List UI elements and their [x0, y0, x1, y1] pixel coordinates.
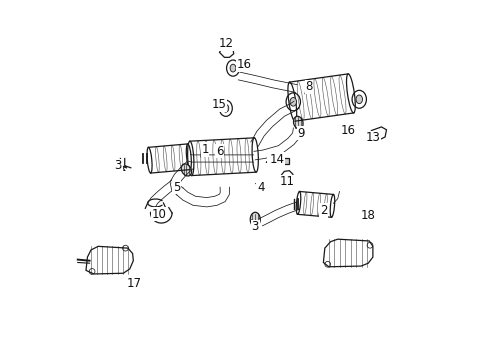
- Text: 5: 5: [172, 181, 180, 194]
- Bar: [279, 158, 288, 163]
- Text: 16: 16: [340, 124, 355, 137]
- Text: 13: 13: [365, 131, 380, 144]
- Ellipse shape: [230, 64, 235, 72]
- Ellipse shape: [355, 95, 362, 104]
- Text: 1: 1: [201, 143, 208, 157]
- Text: 7: 7: [265, 154, 275, 167]
- Text: 11: 11: [279, 175, 294, 188]
- Text: 12: 12: [218, 37, 233, 50]
- Text: 15: 15: [211, 98, 226, 111]
- Text: 10: 10: [151, 207, 166, 221]
- Text: 16: 16: [236, 58, 251, 71]
- Text: 2: 2: [319, 204, 326, 217]
- Text: 8: 8: [304, 80, 312, 94]
- Ellipse shape: [223, 104, 228, 112]
- Ellipse shape: [293, 116, 303, 129]
- Text: 6: 6: [215, 145, 223, 158]
- Text: 3: 3: [251, 220, 259, 233]
- Text: 4: 4: [255, 181, 264, 194]
- Text: 18: 18: [360, 209, 375, 222]
- Ellipse shape: [250, 212, 260, 226]
- Text: 3: 3: [114, 159, 124, 172]
- Text: 14: 14: [269, 153, 284, 166]
- Ellipse shape: [289, 98, 296, 106]
- Ellipse shape: [181, 164, 191, 176]
- Text: 17: 17: [126, 278, 141, 291]
- Text: 9: 9: [297, 127, 305, 140]
